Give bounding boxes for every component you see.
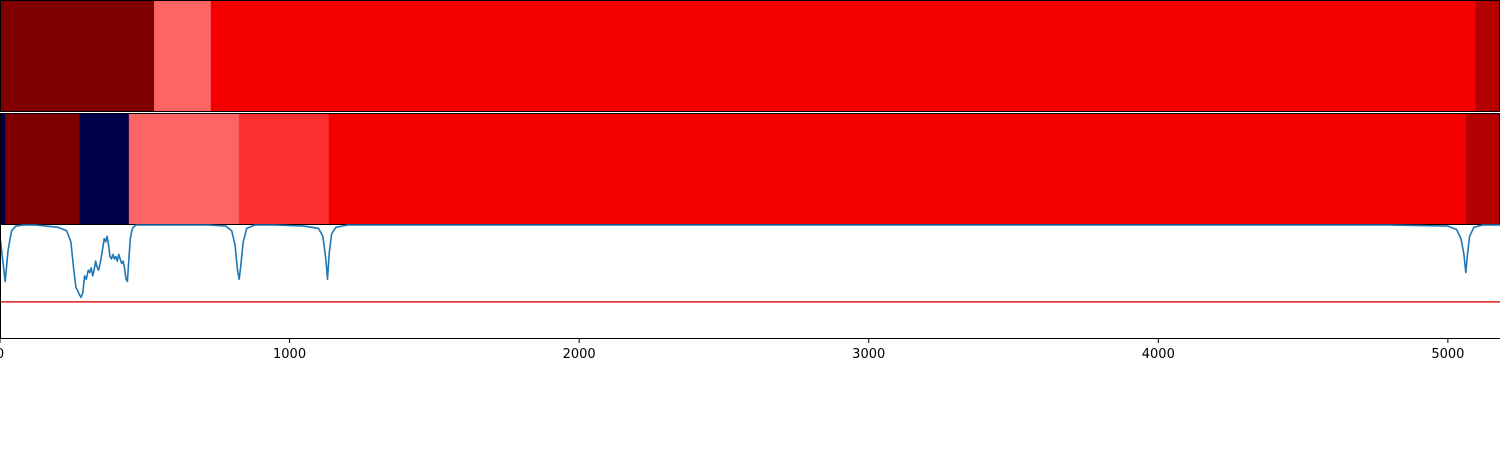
x-tick-label-2: 2000 [563, 347, 596, 362]
x-tick-label-0: 0 [0, 347, 4, 362]
x-axis: 0 1000 2000 3000 4000 5000 [0, 338, 1464, 362]
heatmap-segment-1-2 [79, 113, 130, 225]
profile-panel [0, 224, 1500, 339]
heatmap-segment-0-2 [210, 0, 1476, 112]
x-tick-label-4: 4000 [1142, 347, 1175, 362]
heatmap-segment-1-3 [128, 113, 240, 225]
heatmap-segment-1-1 [5, 113, 81, 225]
x-tick-label-1: 1000 [273, 347, 306, 362]
heatmap-segment-0-1 [154, 0, 212, 112]
heatmap-segment-0-3 [1475, 0, 1500, 112]
heatmap-segment-0-0 [0, 0, 155, 112]
heatmap-segment-1-4 [238, 113, 330, 225]
middle-heatmap-track [0, 113, 1500, 225]
x-tick-label-3: 3000 [852, 347, 885, 362]
heatmap-segment-1-0 [0, 113, 6, 225]
profile-line [0, 224, 1500, 299]
x-tick-label-5: 5000 [1431, 347, 1464, 362]
top-heatmap-track [0, 0, 1500, 112]
heatmap-segment-1-5 [328, 113, 1467, 225]
heatmap-segment-1-6 [1465, 113, 1500, 225]
